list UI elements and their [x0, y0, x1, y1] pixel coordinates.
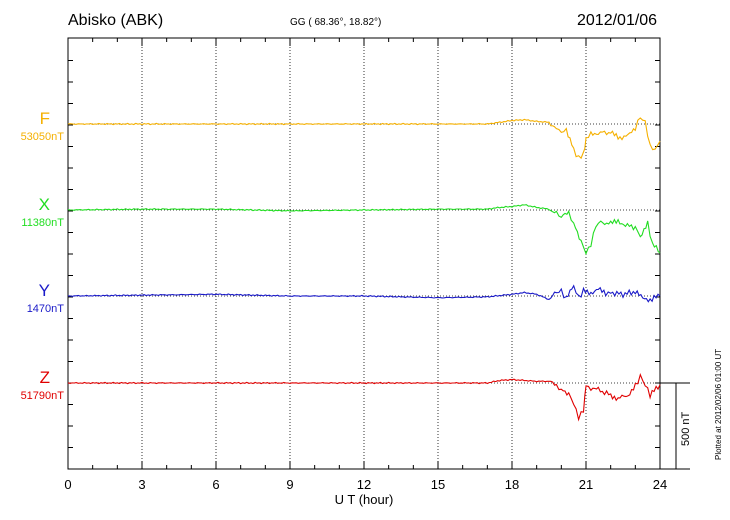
x-tick-label: 3 [138, 477, 145, 492]
series-y-line [68, 284, 661, 303]
component-letter-y: Y [38, 281, 50, 300]
component-baseline-x: 11380nT [21, 217, 64, 229]
component-letter-x: X [38, 195, 50, 214]
series-x-line [67, 204, 661, 256]
x-tick-label: 21 [579, 477, 593, 492]
x-tick-label: 0 [64, 477, 71, 492]
series-z-line [67, 373, 661, 422]
x-axis-label: U T (hour) [335, 492, 394, 507]
component-letter-z: Z [39, 368, 50, 387]
x-tick-label: 24 [653, 477, 667, 492]
component-baseline-z: 51790nT [20, 390, 64, 402]
x-tick-label: 9 [286, 477, 293, 492]
x-tick-label: 6 [212, 477, 219, 492]
x-tick-label: 12 [357, 477, 371, 492]
plot-date: 2012/01/06 [577, 12, 658, 29]
component-baseline-y: 1470nT [26, 303, 64, 315]
x-tick-label: 15 [431, 477, 445, 492]
plotted-timestamp: Plotted at 2012/02/06 01:00 UT [714, 348, 723, 460]
series-f-line [67, 117, 661, 160]
station-title: Abisko (ABK) [68, 12, 164, 29]
scale-bar-label: 500 nT [680, 411, 692, 446]
component-letter-f: F [39, 109, 50, 128]
station-coordinates: GG ( 68.36°, 18.82°) [290, 17, 382, 28]
x-tick-label: 18 [505, 477, 519, 492]
component-baseline-f: 53050nT [20, 131, 64, 143]
